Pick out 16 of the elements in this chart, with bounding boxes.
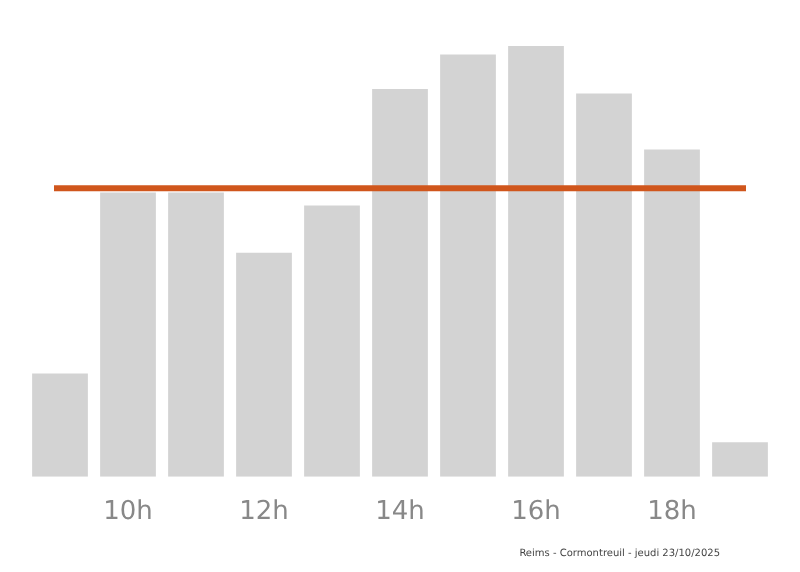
x-tick-label: 18h	[647, 497, 697, 528]
x-tick-label: 10h	[103, 497, 153, 528]
bar	[168, 192, 224, 477]
bar	[508, 46, 564, 477]
bar	[304, 205, 360, 477]
bar	[372, 89, 428, 477]
bar	[440, 54, 496, 477]
bar	[236, 252, 292, 477]
x-tick-label: 14h	[375, 497, 425, 528]
bar	[100, 192, 156, 477]
x-tick-label: 12h	[239, 497, 289, 528]
bar	[644, 149, 700, 477]
bar	[576, 93, 632, 477]
x-tick-label: 16h	[511, 497, 561, 528]
bar	[712, 442, 768, 477]
bar	[32, 373, 88, 477]
